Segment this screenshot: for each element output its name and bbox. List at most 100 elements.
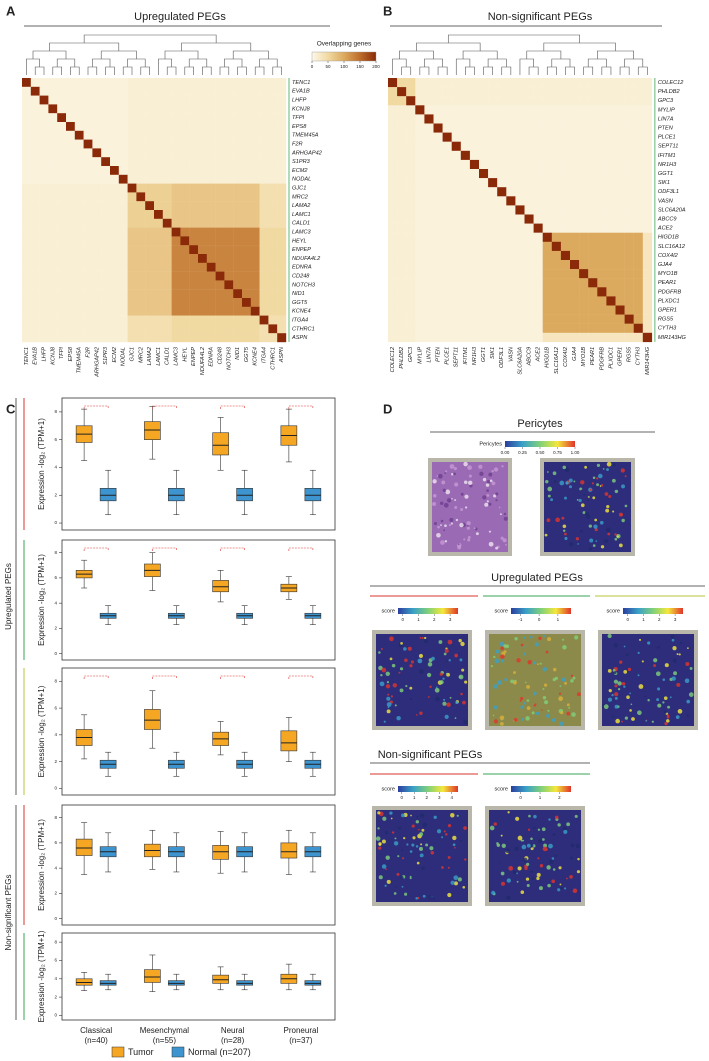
heatmap-cell: [397, 260, 407, 270]
tissue-spot: [516, 880, 519, 883]
tissue-spot: [680, 641, 683, 645]
heatmap-cell: [488, 241, 498, 252]
heatmap-cell: [127, 130, 137, 140]
heatmap-cell: [189, 306, 199, 316]
heatmap-cell: [406, 178, 416, 188]
row-label: MYO1B: [658, 271, 678, 277]
heatmap-cell: [250, 130, 260, 140]
heatmap-cell: [242, 174, 251, 184]
heatmap-cell: [39, 289, 49, 299]
heatmap-cell: [479, 305, 489, 315]
heatmap-cell: [145, 113, 155, 123]
heatmap-cell: [397, 159, 407, 170]
heatmap-cell: [145, 104, 155, 114]
tissue-spot: [458, 653, 461, 655]
colorbar-tick-label: 0.00: [501, 450, 510, 455]
tissue-spot: [537, 828, 541, 831]
heatmap-cell: [579, 159, 589, 170]
colorbar: [398, 786, 458, 792]
heatmap-cell: [215, 192, 225, 202]
dendrogram: [483, 66, 493, 75]
heatmap-cell: [162, 271, 172, 281]
heatmap-cell: [162, 324, 172, 334]
tissue-spot: [613, 679, 619, 684]
tissue-spot: [677, 687, 680, 689]
tissue-spot: [449, 464, 455, 469]
row-label: PLCE1: [658, 135, 676, 141]
heatmap-cell: [533, 87, 543, 97]
heatmap-cell: [206, 262, 216, 272]
heatmap-cell: [154, 113, 163, 123]
heatmap-cell: [206, 218, 216, 228]
tissue-spot: [533, 661, 537, 665]
heatmap-cell: [268, 139, 278, 149]
tissue-spot: [445, 470, 448, 473]
dendrogram: [465, 66, 475, 75]
row-label: CD248: [292, 273, 310, 279]
heatmap-cell: [198, 78, 207, 87]
heatmap-cell: [48, 271, 58, 281]
heatmap-cell: [624, 87, 634, 97]
heatmap-cell: [118, 298, 128, 307]
heatmap-cell: [451, 332, 461, 343]
heatmap-cell: [533, 150, 543, 161]
tissue-spot: [444, 540, 448, 543]
heatmap-cell: [136, 86, 146, 96]
heatmap-cell: [615, 123, 625, 133]
row-label: CYTH3: [658, 326, 677, 332]
heatmap-cell: [506, 169, 516, 179]
heatmap-cell: [524, 296, 534, 306]
heatmap-cell: [92, 130, 102, 140]
heatmap-cell: [442, 196, 452, 206]
heatmap-cell: [215, 210, 225, 219]
heatmap-cell: [633, 305, 643, 315]
tissue-spot: [492, 714, 495, 717]
dendrogram: [416, 42, 481, 51]
dendrogram: [637, 66, 648, 75]
heatmap-cell: [206, 192, 216, 202]
heatmap-cell: [39, 174, 49, 184]
heatmap-cell: [597, 159, 607, 170]
row-label: TFPI: [292, 115, 305, 121]
heatmap-cell: [171, 315, 181, 325]
tissue-spot: [409, 875, 412, 878]
heatmap-cell: [39, 122, 49, 131]
tissue-spot: [505, 848, 510, 854]
colorbar: [311, 51, 377, 62]
heatmap-cell: [615, 169, 625, 179]
heatmap-cell: [579, 278, 589, 288]
tissue-spot: [426, 672, 432, 678]
heatmap-cell: [642, 269, 653, 279]
heatmap-cell: [268, 262, 278, 272]
heatmap-cell: [469, 150, 480, 161]
heatmap-cell: [415, 296, 425, 306]
heatmap-cell: [57, 280, 67, 290]
heatmap-cell: [451, 159, 461, 170]
heatmap-cell: [397, 150, 407, 161]
heatmap-cell: [259, 306, 269, 316]
heatmap-cell: [533, 178, 543, 188]
heatmap-cell: [433, 241, 443, 252]
x-tick-label: Classical: [80, 1026, 112, 1035]
heatmap-cell: [433, 78, 443, 88]
heatmap-cell: [533, 196, 543, 206]
heatmap-cell: [388, 323, 398, 333]
heatmap-cell: [189, 157, 199, 167]
heatmap-cell: [22, 271, 31, 281]
tissue-spot: [402, 857, 405, 860]
heatmap-cell: [250, 218, 260, 228]
heatmap-cell: [406, 87, 416, 97]
tissue-spot: [543, 700, 549, 705]
tissue-spot: [574, 814, 578, 818]
heatmap-cell: [136, 236, 146, 246]
heatmap-cell: [259, 315, 269, 325]
heatmap-cell: [442, 296, 452, 306]
heatmap-cell: [154, 227, 163, 237]
heatmap-cell: [469, 232, 480, 242]
heatmap-cell: [570, 278, 580, 288]
dendrogram: [462, 50, 498, 59]
heatmap-cell: [388, 187, 398, 197]
tissue-spot: [676, 682, 681, 687]
heatmap-cell: [74, 333, 84, 343]
row-label: GJC1: [292, 185, 306, 191]
